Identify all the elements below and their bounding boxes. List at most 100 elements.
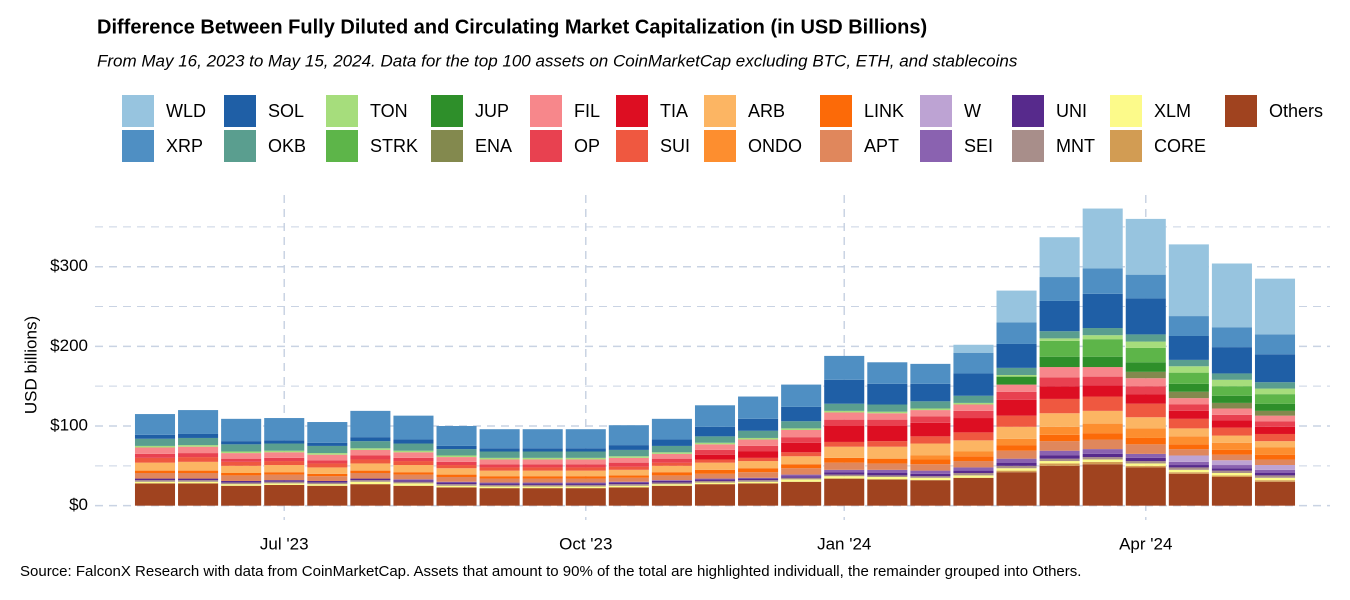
bar-segment <box>608 487 649 506</box>
legend-label: SEI <box>964 136 993 156</box>
bar-segment <box>694 469 736 474</box>
bar-segment <box>178 410 219 434</box>
bar-segment <box>221 441 262 445</box>
bar-segment <box>522 459 563 465</box>
bar-segment <box>178 480 219 482</box>
legend-label: XLM <box>1154 101 1191 121</box>
bar-segment <box>824 478 865 506</box>
y-axis-label: USD billions) <box>21 316 40 414</box>
bar-segment <box>1125 463 1166 466</box>
legend-swatch <box>820 95 852 127</box>
bar-segment <box>1125 437 1166 445</box>
bar-segment <box>436 455 477 458</box>
bar-segment <box>1254 426 1296 434</box>
legend-swatch <box>704 95 736 127</box>
bar-segment <box>1211 408 1252 415</box>
bar-segment <box>1254 475 1296 478</box>
bar-segment <box>1168 465 1209 468</box>
bar-segment <box>264 481 305 484</box>
bar-segment <box>436 465 477 469</box>
bar-segment <box>781 406 822 422</box>
bar-segment <box>1211 470 1252 474</box>
bar-segment <box>1211 460 1252 466</box>
bar-segment <box>910 408 951 411</box>
bar-segment <box>953 451 994 457</box>
bar-segment <box>221 485 262 506</box>
bar-segment <box>221 461 262 466</box>
x-tick-label: Jan '24 <box>817 534 871 553</box>
bar-segment <box>608 445 649 450</box>
bar-segment <box>910 476 951 478</box>
bar-segment <box>1082 208 1123 269</box>
bar-segment <box>1082 293 1123 329</box>
bar-segment <box>479 464 520 468</box>
bar-segment <box>1125 334 1166 342</box>
legend-label: LINK <box>864 101 904 121</box>
bar-segment <box>910 443 951 456</box>
bar-segment <box>565 470 606 477</box>
bar-segment <box>436 476 477 482</box>
bar-segment <box>1125 465 1166 468</box>
bar-segment <box>996 343 1037 368</box>
bar-segment <box>781 437 822 443</box>
bar-segment <box>264 440 305 444</box>
bar-segment <box>910 363 951 384</box>
bar-segment <box>1254 382 1296 389</box>
bar-segment <box>307 463 348 468</box>
bar-segment <box>1168 428 1209 437</box>
bar-segment <box>1211 476 1252 506</box>
bar-segment <box>350 470 391 474</box>
bar-segment <box>953 456 994 462</box>
bar-segment <box>867 479 908 506</box>
bar-segment <box>307 476 348 481</box>
bar-segment <box>867 426 908 442</box>
bar-segment <box>565 451 606 458</box>
bar-segment <box>1082 461 1123 465</box>
bar-segment <box>522 478 563 483</box>
bar-segment <box>1125 467 1166 506</box>
bar-segment <box>910 422 951 437</box>
bar-segment <box>738 477 779 479</box>
bar-segment <box>350 448 391 450</box>
bar-segment <box>1211 473 1252 476</box>
bar-segment <box>738 468 779 473</box>
bar-segment <box>1039 441 1080 451</box>
bar-segment <box>738 418 779 431</box>
bar-segment <box>996 468 1037 471</box>
bar-segment <box>867 383 908 405</box>
bar-segment <box>221 484 262 486</box>
bar-segment <box>608 475 649 478</box>
bar-segment <box>1254 480 1296 482</box>
bar-segment <box>1082 433 1123 440</box>
bar-segment <box>1039 458 1080 462</box>
legend-swatch <box>704 130 736 162</box>
bar-segment <box>910 459 951 465</box>
bar-segment <box>264 480 305 482</box>
bar-segment <box>1082 453 1123 458</box>
bar-segment <box>1168 449 1209 456</box>
bar-segment <box>910 455 951 460</box>
bar-segment <box>1254 433 1296 442</box>
bar-segment <box>1168 372 1209 384</box>
bar-segment <box>781 442 822 453</box>
bar-segment <box>565 483 606 485</box>
bar-segment <box>953 404 994 411</box>
bar-segment <box>996 462 1037 466</box>
bar-segment <box>1082 328 1123 336</box>
bar-segment <box>479 448 520 452</box>
bar-segment <box>565 448 606 452</box>
bar-segment <box>393 485 434 506</box>
bar-segment <box>824 355 865 380</box>
bar-segment <box>1125 362 1166 372</box>
legend-swatch <box>1012 130 1044 162</box>
bar-segment <box>307 467 348 474</box>
bar-segment <box>264 443 305 451</box>
bar-segment <box>608 425 649 446</box>
bar-segment <box>953 352 994 374</box>
bar-segment <box>651 485 692 506</box>
bar-segment <box>608 456 649 458</box>
bar-segment <box>1039 356 1080 368</box>
bar-segment <box>781 481 822 506</box>
bar-segment <box>393 481 434 484</box>
legend-label: STRK <box>370 136 418 156</box>
